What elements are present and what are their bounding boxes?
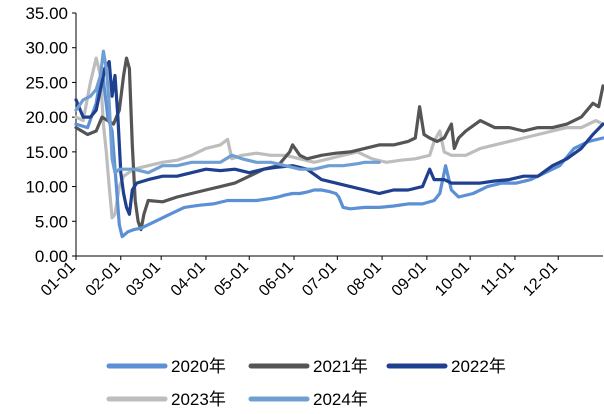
y-tick-label: 25.00: [25, 73, 68, 92]
y-tick-label: 35.00: [25, 4, 68, 23]
y-tick-label: 30.00: [25, 39, 68, 58]
x-tick-label: 02-01: [83, 259, 124, 300]
x-tick-label: 07-01: [299, 259, 340, 300]
legend-label-0: 2020年: [171, 357, 226, 376]
series-line-3: [74, 56, 604, 220]
series-line-2: [74, 60, 604, 216]
legend-label-4: 2024年: [313, 390, 368, 409]
x-axis: 01-01 02-01 03-01 04-01 05-01 06-01 07-01 08-01…: [38, 255, 603, 300]
y-tick-label: 5.00: [35, 212, 68, 231]
x-tick-label: 06-01: [256, 259, 297, 300]
y-tick-label: 10.00: [25, 178, 68, 197]
x-tick-label: 11-01: [478, 259, 518, 299]
legend: 2020年 2021年 2022年 2023年 2024年: [106, 357, 506, 409]
series-line-4: [74, 49, 381, 175]
y-tick-label: 20.00: [25, 108, 68, 127]
y-tick-label: 15.00: [25, 143, 68, 162]
y-axis: 0.00 5.00 10.00 15.00 20.00 25.00 30.00 35.00: [25, 4, 77, 266]
legend-label-3: 2023年: [171, 390, 226, 409]
x-tick-label: 05-01: [211, 259, 252, 300]
legend-label-2: 2022年: [451, 357, 506, 376]
x-tick-label: 09-01: [389, 259, 430, 300]
series-line-0: [74, 66, 604, 239]
plot-area: [74, 49, 604, 239]
series-line-1: [74, 56, 604, 232]
x-tick-label: 03-01: [123, 259, 164, 300]
y-tick-label: 0.00: [35, 247, 68, 266]
legend-label-1: 2021年: [313, 357, 368, 376]
x-tick-label: 04-01: [168, 259, 209, 300]
x-tick-label: 10-01: [432, 259, 473, 300]
x-tick-label: 12-01: [520, 259, 561, 300]
x-tick-label: 08-01: [344, 259, 385, 300]
